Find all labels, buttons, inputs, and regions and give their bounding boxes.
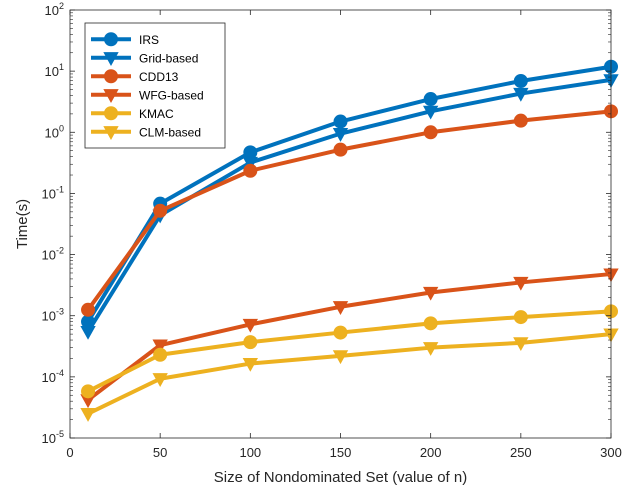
- y-tick-label: 10-3: [42, 307, 64, 324]
- data-point-wfg-based: [332, 301, 349, 315]
- data-point-wfg-based: [513, 276, 529, 291]
- legend-marker: [103, 52, 119, 66]
- data-point-grid-based: [80, 325, 96, 340]
- data-point-cdd13: [153, 203, 168, 218]
- series-clm-based: [80, 328, 619, 422]
- series-cdd13: [81, 104, 618, 317]
- x-axis-label: Size of Nondominated Set (value of n): [214, 469, 467, 486]
- legend-label: CLM-based: [139, 125, 201, 139]
- legend-marker: [103, 89, 119, 103]
- data-point-kmac: [81, 384, 96, 399]
- data-point-clm-based: [80, 408, 96, 422]
- x-tick-label: 250: [510, 445, 532, 460]
- data-point-irs: [243, 145, 258, 160]
- x-tick-label: 100: [239, 445, 261, 460]
- legend-item-kmac: KMAC: [91, 106, 174, 121]
- data-point-irs: [333, 114, 348, 129]
- series-irs: [81, 59, 618, 329]
- data-point-kmac: [513, 310, 528, 325]
- data-point-grid-based: [513, 87, 529, 102]
- legend-marker: [103, 126, 119, 140]
- x-axis-ticks: 0 50 100 150 200 250 300: [66, 10, 622, 460]
- data-point-grid-based: [242, 156, 259, 171]
- y-tick-label: 100: [45, 123, 64, 140]
- data-point-kmac: [333, 325, 348, 340]
- legend-label: CDD13: [139, 70, 179, 84]
- data-point-cdd13: [81, 302, 96, 317]
- legend-marker: [104, 32, 118, 47]
- y-tick-label: 10-4: [42, 368, 64, 385]
- data-point-wfg-based: [152, 339, 168, 354]
- series-wfg-based: [80, 268, 619, 409]
- legend-item-wfg-based: WFG-based: [91, 88, 204, 103]
- data-point-kmac: [153, 347, 168, 362]
- legend: IRS Grid-based CDD13 WFG-based KMAC CLM-based: [84, 22, 226, 149]
- data-point-cdd13: [243, 163, 258, 178]
- data-point-wfg-based: [422, 286, 439, 301]
- x-tick-label: 0: [66, 445, 73, 460]
- legend-label: IRS: [139, 33, 159, 47]
- y-tick-label: 10-2: [42, 246, 64, 263]
- data-point-cdd13: [513, 113, 528, 128]
- legend-label: KMAC: [139, 107, 174, 121]
- series-layer: [80, 59, 619, 422]
- x-tick-label: 300: [600, 445, 622, 460]
- legend-item-clm-based: CLM-based: [91, 125, 201, 140]
- data-point-kmac: [423, 316, 438, 331]
- x-tick-label: 50: [153, 445, 167, 460]
- y-tick-label: 102: [45, 1, 64, 18]
- legend-label: Grid-based: [139, 51, 198, 65]
- data-point-grid-based: [332, 128, 349, 142]
- legend-marker: [104, 106, 118, 121]
- x-tick-label: 200: [420, 445, 442, 460]
- data-point-irs: [513, 73, 528, 88]
- legend-label: WFG-based: [139, 88, 204, 102]
- legend-marker: [104, 69, 118, 84]
- y-tick-label: 10-1: [42, 184, 64, 201]
- legend-item-grid-based: Grid-based: [91, 51, 198, 66]
- data-point-clm-based: [513, 337, 529, 352]
- x-tick-label: 150: [330, 445, 352, 460]
- plot-frame: [69, 9, 612, 439]
- data-point-wfg-based: [242, 318, 259, 333]
- y-tick-label: 10-5: [42, 429, 64, 446]
- legend-item-cdd13: CDD13: [91, 69, 179, 84]
- legend-item-irs: IRS: [91, 32, 159, 47]
- data-point-grid-based: [422, 105, 439, 120]
- data-point-irs: [423, 92, 438, 107]
- data-point-clm-based: [422, 342, 439, 356]
- y-tick-label: 101: [45, 62, 64, 79]
- data-point-cdd13: [423, 125, 438, 140]
- data-point-cdd13: [333, 142, 348, 157]
- data-point-clm-based: [332, 350, 349, 365]
- data-point-clm-based: [242, 357, 259, 372]
- data-point-kmac: [243, 335, 258, 350]
- y-axis-label: Time(s): [14, 199, 31, 249]
- data-point-clm-based: [152, 373, 168, 387]
